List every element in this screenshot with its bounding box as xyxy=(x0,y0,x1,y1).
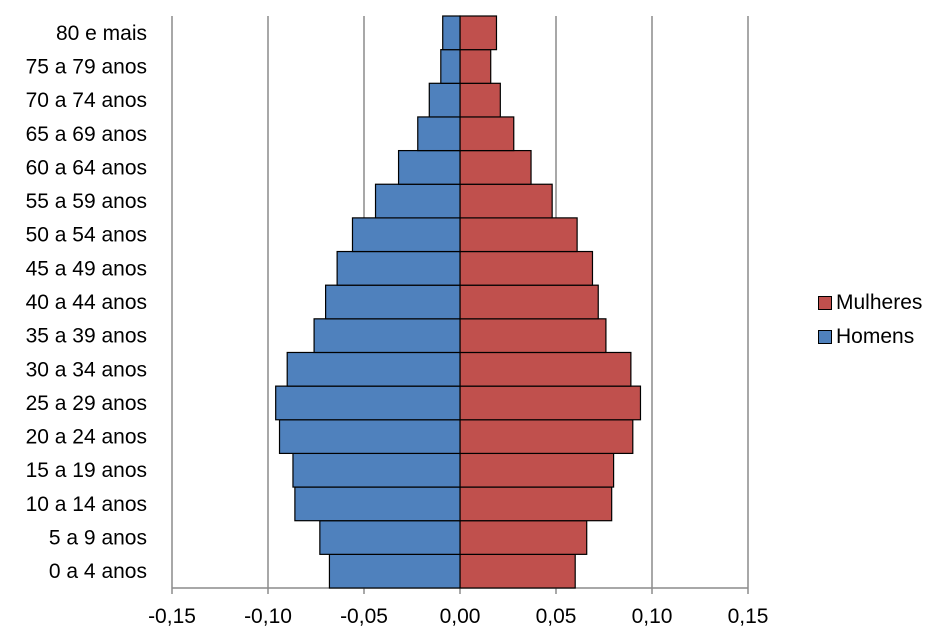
bar-homens xyxy=(440,49,461,84)
legend-swatch-homens xyxy=(818,330,832,344)
category-label: 80 e mais xyxy=(56,22,147,45)
bar-homens xyxy=(442,15,461,51)
legend-label-homens: Homens xyxy=(836,325,915,348)
category-label: 20 a 24 anos xyxy=(26,426,147,449)
bar-mulheres xyxy=(459,217,578,253)
bar-homens xyxy=(278,419,461,455)
x-tick-label: -0,05 xyxy=(340,605,388,628)
bar-homens xyxy=(328,553,461,589)
bar-mulheres xyxy=(459,82,501,118)
bar-mulheres xyxy=(459,49,492,84)
bar-mulheres xyxy=(459,116,515,152)
x-tick-label: -0,15 xyxy=(148,605,196,628)
bar-homens xyxy=(292,452,461,488)
bar-homens xyxy=(319,520,461,555)
legend: Mulheres Homens xyxy=(818,286,922,354)
category-label: 30 a 34 anos xyxy=(26,358,147,381)
bar-homens xyxy=(397,149,461,185)
bar-mulheres xyxy=(459,452,615,488)
category-label: 10 a 14 anos xyxy=(26,493,147,516)
category-label: 55 a 59 anos xyxy=(26,190,147,213)
category-label: 5 a 9 anos xyxy=(49,527,147,550)
bar-mulheres xyxy=(459,419,634,455)
bar-homens xyxy=(428,82,461,118)
bar-mulheres xyxy=(459,183,553,219)
category-label: 40 a 44 anos xyxy=(26,291,147,314)
bar-homens xyxy=(417,116,461,152)
bar-homens xyxy=(374,183,461,219)
bar-homens xyxy=(275,385,461,421)
legend-item-mulheres: Mulheres xyxy=(818,286,922,320)
legend-label-mulheres: Mulheres xyxy=(836,291,923,314)
category-label: 45 a 49 anos xyxy=(26,257,147,280)
bar-homens xyxy=(286,351,461,387)
category-labels: 0 a 4 anos 5 a 9 anos 10 a 14 anos 15 a 19 … xyxy=(26,22,147,583)
bar-homens xyxy=(336,250,461,286)
bar-homens xyxy=(351,217,461,253)
x-tick-label: 0,10 xyxy=(632,605,673,628)
category-label: 70 a 74 anos xyxy=(26,89,147,112)
bar-mulheres xyxy=(459,250,594,286)
category-label: 50 a 54 anos xyxy=(26,224,147,247)
category-label: 0 a 4 anos xyxy=(49,560,147,583)
legend-swatch-mulheres xyxy=(818,296,832,310)
bar-mulheres xyxy=(459,385,642,421)
x-tick-label: 0,00 xyxy=(440,605,481,628)
category-label: 75 a 79 anos xyxy=(26,55,147,78)
category-label: 15 a 19 anos xyxy=(26,459,147,482)
category-label: 25 a 29 anos xyxy=(26,392,147,415)
bar-mulheres xyxy=(459,486,613,522)
x-tick-label: 0,15 xyxy=(728,605,769,628)
legend-item-homens: Homens xyxy=(818,320,922,354)
bar-mulheres xyxy=(459,318,607,354)
category-label: 35 a 39 anos xyxy=(26,325,147,348)
x-tick-label: -0,10 xyxy=(244,605,292,628)
bar-homens xyxy=(313,318,461,354)
bar-mulheres xyxy=(459,520,588,555)
bars xyxy=(275,15,642,589)
bar-mulheres xyxy=(459,553,576,589)
bar-mulheres xyxy=(459,149,532,185)
bar-mulheres xyxy=(459,15,498,51)
bar-homens xyxy=(294,486,461,522)
x-tick-labels: -0,15 -0,10 -0,05 0,00 0,05 0,10 0,15 xyxy=(148,605,768,628)
bar-homens xyxy=(325,284,461,320)
bar-mulheres xyxy=(459,284,599,320)
category-label: 60 a 64 anos xyxy=(26,156,147,179)
x-tick-label: 0,05 xyxy=(536,605,577,628)
bar-mulheres xyxy=(459,351,632,387)
category-label: 65 a 69 anos xyxy=(26,123,147,146)
